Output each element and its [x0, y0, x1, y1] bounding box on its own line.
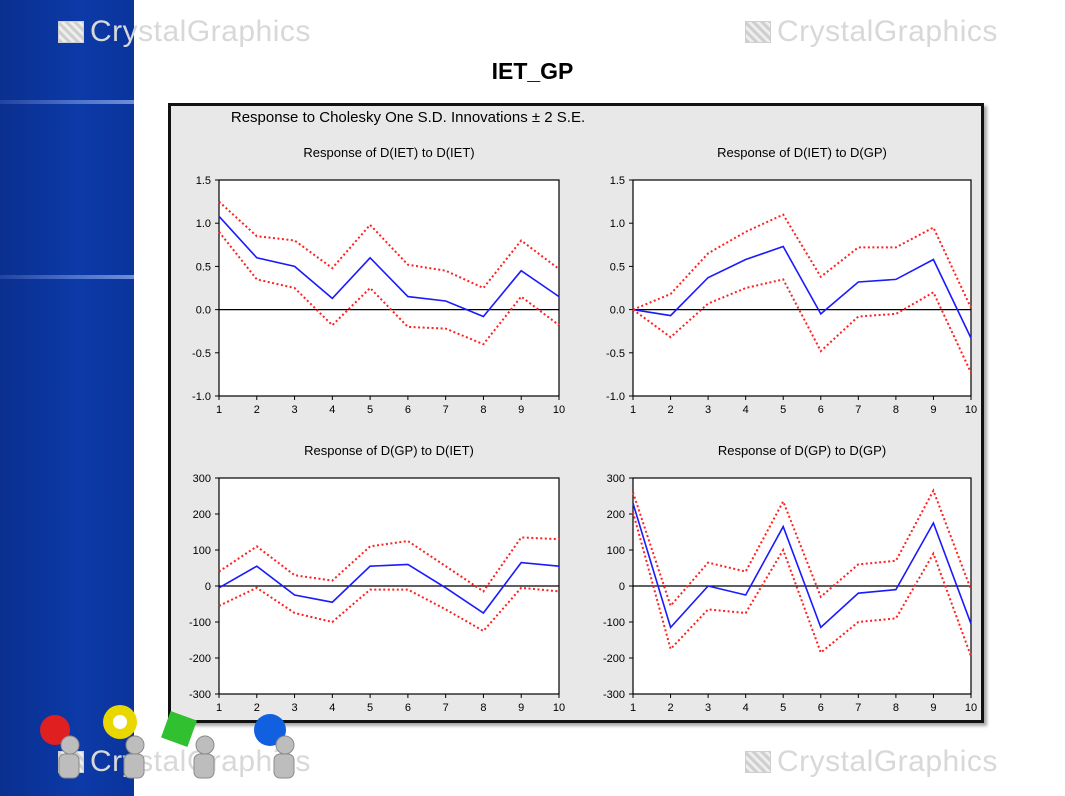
x-tick-label: 7	[443, 404, 449, 416]
x-tick-label: 2	[254, 702, 260, 714]
slide-title: IET_GP	[491, 58, 574, 84]
watermark: CrystalGraphics	[745, 745, 998, 779]
y-tick-label: -100	[603, 617, 625, 629]
y-tick-label: 1.5	[196, 175, 211, 187]
sidebar-stripe	[0, 275, 134, 279]
x-tick-label: 1	[216, 702, 222, 714]
x-tick-label: 2	[667, 702, 673, 714]
x-tick-label: 8	[893, 702, 899, 714]
y-tick-label: 0.0	[196, 305, 211, 317]
x-tick-label: 9	[930, 404, 936, 416]
sidebar-stripe	[0, 100, 134, 104]
x-tick-label: 2	[254, 404, 260, 416]
lower-band-line	[632, 511, 972, 657]
x-tick-label: 4	[329, 702, 335, 714]
x-tick-label: 3	[705, 702, 711, 714]
response-line	[218, 561, 560, 615]
x-tick-label: 3	[291, 404, 297, 416]
x-tick-label: 1	[216, 404, 222, 416]
x-tick-label: 4	[329, 404, 335, 416]
y-tick-label: 0.5	[610, 261, 625, 273]
watermark-logo-icon	[58, 21, 84, 43]
x-tick-label: 10	[553, 404, 565, 416]
upper-band-line	[218, 200, 560, 290]
x-tick-label: 5	[367, 702, 373, 714]
y-tick-label: 100	[607, 545, 625, 557]
plot-area	[218, 179, 560, 397]
y-tick-label: -1.0	[192, 391, 211, 403]
response-line	[218, 215, 560, 318]
x-tick-label: 6	[818, 404, 824, 416]
watermark: CrystalGraphics	[745, 15, 998, 49]
sidebar-decoration	[0, 0, 134, 796]
x-tick-label: 5	[780, 702, 786, 714]
figure-letter-icon	[40, 705, 286, 747]
x-tick-label: 1	[630, 702, 636, 714]
x-tick-label: 10	[553, 702, 565, 714]
x-tick-label: 6	[405, 404, 411, 416]
x-tick-label: 9	[518, 404, 524, 416]
x-tick-label: 5	[780, 404, 786, 416]
x-tick-label: 8	[480, 702, 486, 714]
y-tick-label: 0.5	[196, 261, 211, 273]
figure-title: Response to Cholesky One S.D. Innovation…	[230, 109, 586, 126]
x-tick-label: 1	[630, 404, 636, 416]
x-tick-label: 7	[855, 404, 861, 416]
y-tick-label: -300	[189, 689, 211, 701]
response-line	[632, 245, 972, 339]
upper-band-line	[632, 213, 972, 311]
y-tick-label: 1.5	[610, 175, 625, 187]
y-tick-label: 200	[193, 509, 211, 521]
upper-band-line	[218, 536, 560, 593]
lower-band-line	[632, 278, 972, 374]
x-tick-label: 3	[291, 702, 297, 714]
x-tick-label: 4	[743, 404, 749, 416]
y-tick-label: 300	[607, 473, 625, 485]
subplot-title: Response of D(GP) to D(IET)	[304, 443, 474, 458]
subplot-title: Response of D(IET) to D(IET)	[303, 145, 474, 160]
y-tick-label: 0	[619, 581, 625, 593]
y-tick-label: -200	[603, 653, 625, 665]
x-tick-label: 6	[405, 702, 411, 714]
watermark-logo-icon	[745, 751, 771, 773]
response-line	[632, 502, 972, 629]
y-tick-label: 100	[193, 545, 211, 557]
y-tick-label: -0.5	[606, 348, 625, 360]
y-tick-label: -0.5	[192, 348, 211, 360]
x-tick-label: 8	[480, 404, 486, 416]
subplot-title: Response of D(GP) to D(GP)	[718, 443, 886, 458]
y-tick-label: -1.0	[606, 391, 625, 403]
x-tick-label: 7	[855, 702, 861, 714]
subplot-title: Response of D(IET) to D(GP)	[717, 145, 887, 160]
y-tick-label: -100	[189, 617, 211, 629]
y-tick-label: -300	[603, 689, 625, 701]
y-tick-label: 0.0	[610, 305, 625, 317]
x-tick-label: 7	[443, 702, 449, 714]
x-tick-label: 6	[818, 702, 824, 714]
y-tick-label: 1.0	[196, 218, 211, 230]
lower-band-line	[218, 586, 560, 633]
x-tick-label: 10	[965, 404, 977, 416]
x-tick-label: 10	[965, 702, 977, 714]
x-tick-label: 9	[518, 702, 524, 714]
y-tick-label: 0	[205, 581, 211, 593]
plot-area	[632, 179, 972, 397]
y-tick-label: 200	[607, 509, 625, 521]
y-tick-label: 1.0	[610, 218, 625, 230]
y-tick-label: 300	[193, 473, 211, 485]
team-figures-icon	[40, 705, 295, 779]
y-tick-label: -200	[189, 653, 211, 665]
x-tick-label: 9	[930, 702, 936, 714]
x-tick-label: 3	[705, 404, 711, 416]
watermark: CrystalGraphics	[58, 15, 311, 49]
x-tick-label: 8	[893, 404, 899, 416]
watermark-logo-icon	[745, 21, 771, 43]
x-tick-label: 5	[367, 404, 373, 416]
x-tick-label: 2	[667, 404, 673, 416]
x-tick-label: 4	[743, 702, 749, 714]
